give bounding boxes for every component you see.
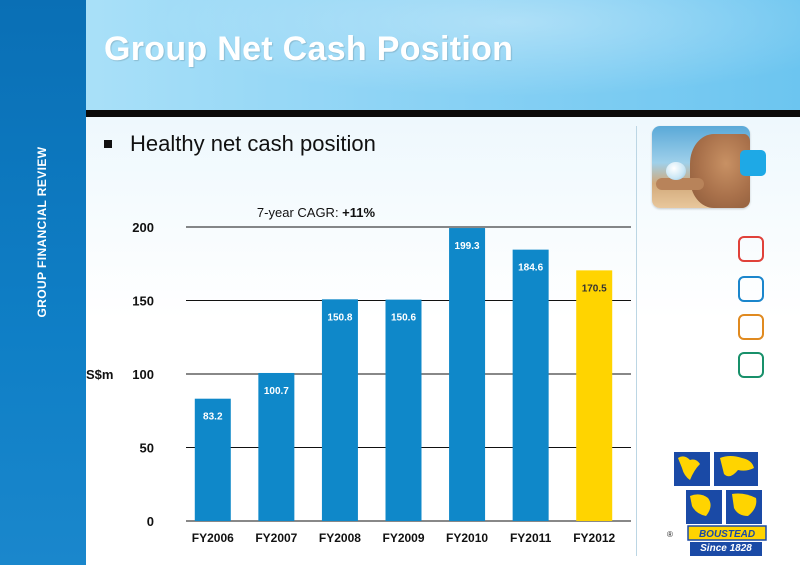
y-axis-label: S$m — [86, 367, 113, 382]
vertical-divider — [636, 126, 637, 556]
photo-globe — [666, 162, 686, 180]
cagr-value: +11% — [342, 205, 375, 220]
bar-fy2007 — [258, 372, 295, 521]
net-cash-bar-chart: 83.2 100.7 150.8 150.6 199.3 184.6 170.5 0 50 10… — [86, 205, 631, 545]
green-square-icon — [738, 352, 764, 378]
y-tick-label: 200 — [132, 220, 154, 235]
title-band — [86, 0, 800, 110]
x-tick-label: FY2012 — [573, 531, 615, 545]
logo-wordmark: BOUSTEAD — [699, 529, 755, 540]
boustead-logo: BOUSTEAD — [672, 450, 772, 556]
bar-value-label: 150.8 — [327, 312, 352, 323]
x-tick-label: FY2008 — [319, 531, 361, 545]
x-tick-label: FY2009 — [382, 531, 424, 545]
blue-square-icon — [738, 276, 764, 302]
y-tick-label: 0 — [147, 514, 154, 529]
x-tick-label: FY2010 — [446, 531, 488, 545]
bar-value-label: 150.6 — [391, 313, 416, 324]
bar-fy2012 — [576, 270, 613, 521]
bar-fy2009 — [385, 299, 422, 521]
bar-fy2008 — [321, 299, 358, 521]
cagr-annotation: 7-year CAGR: +11% — [257, 205, 376, 220]
filled-square-icon — [740, 150, 766, 176]
cagr-prefix: 7-year CAGR: — [257, 205, 342, 220]
y-tick-labels: 0 50 100 150 200 — [132, 220, 154, 529]
x-tick-label: FY2011 — [510, 531, 552, 545]
page-title: Group Net Cash Position — [104, 30, 514, 68]
y-tick-label: 100 — [132, 367, 154, 382]
value-labels: 83.2 100.7 150.8 150.6 199.3 184.6 170.5 — [203, 241, 607, 423]
bar-value-label: 83.2 — [203, 412, 223, 423]
bar-fy2011 — [512, 249, 549, 521]
x-tick-label: FY2007 — [255, 531, 297, 545]
side-section-label: GROUP FINANCIAL REVIEW — [35, 146, 49, 318]
y-tick-label: 150 — [132, 294, 154, 309]
bar-fy2010 — [449, 228, 486, 521]
title-rule — [86, 110, 800, 117]
bullet-text: Healthy net cash position — [130, 131, 376, 156]
bar-value-label: 100.7 — [264, 386, 289, 397]
x-tick-label: FY2006 — [192, 531, 234, 545]
bar-fy2006 — [194, 398, 231, 521]
bar-value-label: 170.5 — [582, 283, 607, 294]
boustead-globe-icon: BOUSTEAD — [674, 452, 767, 541]
logo-tagline: Since 1828 — [690, 542, 762, 556]
photo-hand — [656, 178, 704, 190]
bar-value-label: 199.3 — [455, 241, 480, 252]
woman-globe-photo — [652, 126, 750, 208]
red-square-icon — [738, 236, 764, 262]
registered-mark: ® — [667, 530, 673, 539]
bars — [194, 228, 613, 521]
y-tick-label: 50 — [140, 441, 154, 456]
bullet-square-icon — [104, 140, 112, 148]
orange-square-icon — [738, 314, 764, 340]
bar-value-label: 184.6 — [518, 263, 543, 274]
left-band — [0, 0, 86, 565]
x-tick-labels: FY2006 FY2007 FY2008 FY2009 FY2010 FY2011 FY20… — [192, 531, 616, 545]
